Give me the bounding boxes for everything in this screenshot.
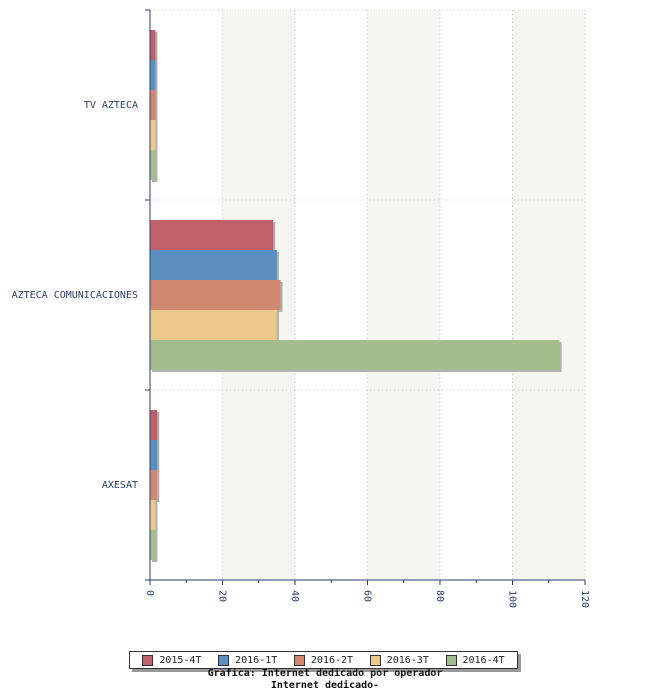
bar-azteca-comunicaciones-2016-4t: [150, 340, 560, 370]
background-band: [367, 10, 440, 580]
legend-label: 2016-2T: [310, 654, 354, 666]
legend-label: 2016-1T: [235, 654, 278, 666]
x-tick-label: 20: [217, 590, 228, 602]
legend-item: 2016-4T: [445, 654, 505, 666]
category-label: TV AZTECA: [84, 100, 138, 111]
legend-label: 2016-4T: [462, 654, 505, 666]
bar-tv-azteca-2016-1t: [150, 60, 156, 90]
legend-swatch: [369, 654, 381, 666]
x-tick-label: 80: [434, 590, 445, 602]
bar-axesat-2016-2t: [150, 470, 158, 500]
category-label: AZTECA COMUNICACIONES: [12, 290, 138, 301]
axis-labels: TV AZTECA AZTECA COMUNICACIONES AXESAT 0 20 4…: [12, 100, 590, 608]
legend-item: 2016-3T: [369, 654, 429, 666]
legend: 2015-4T 2016-1T 2016-2T 2016-3T 2016-4T: [129, 651, 518, 669]
legend-label: 2015-4T: [159, 654, 202, 666]
bar-azteca-comunicaciones-2015-4t: [150, 220, 274, 250]
bar-axesat-2016-3t: [150, 500, 156, 530]
background-band: [512, 10, 585, 580]
bar-chart: TV AZTECA AZTECA COMUNICACIONES AXESAT 0 20 4…: [12, 9, 590, 608]
bar-tv-azteca-2016-2t: [150, 90, 156, 120]
legend-swatch: [445, 654, 457, 666]
legend-swatch: [293, 654, 305, 666]
bar-tv-azteca-2016-3t: [150, 120, 156, 150]
legend-label: 2016-3T: [386, 654, 429, 666]
bar-axesat-2016-4t: [150, 530, 156, 560]
legend-item: 2016-2T: [293, 654, 354, 666]
bar-azteca-comunicaciones-2016-1t: [150, 250, 277, 280]
category-label: AXESAT: [102, 480, 138, 491]
legend-swatch: [218, 654, 230, 666]
x-tick-label: 0: [144, 590, 155, 596]
bar-axesat-2015-4t: [150, 410, 158, 440]
bar-axesat-2016-1t: [150, 440, 158, 470]
chart-subtitle: Internet dedicado-: [270, 680, 380, 691]
bar-azteca-comunicaciones-2016-3t: [150, 310, 277, 340]
background-band: [440, 10, 513, 580]
background-band: [295, 10, 368, 580]
bar-tv-azteca-2016-4t: [150, 150, 156, 180]
chart-title: Grafica: Internet dedicado por operador: [207, 668, 443, 679]
bar-azteca-comunicaciones-2016-2t: [150, 280, 281, 310]
legend-swatch: [142, 654, 154, 666]
x-tick-label: 40: [289, 590, 300, 602]
legend-item: 2015-4T: [142, 654, 202, 666]
x-tick-label: 120: [579, 590, 590, 608]
plot-background-bands: [150, 10, 585, 580]
legend-item: 2016-1T: [218, 654, 278, 666]
axes: [145, 9, 586, 585]
bar-tv-azteca-2015-4t: [150, 30, 156, 60]
x-tick-label: 60: [362, 590, 373, 602]
bars-group: [150, 30, 562, 562]
chart-titles: Grafica: Internet dedicado por operador …: [0, 668, 650, 692]
x-tick-label: 100: [507, 590, 518, 608]
